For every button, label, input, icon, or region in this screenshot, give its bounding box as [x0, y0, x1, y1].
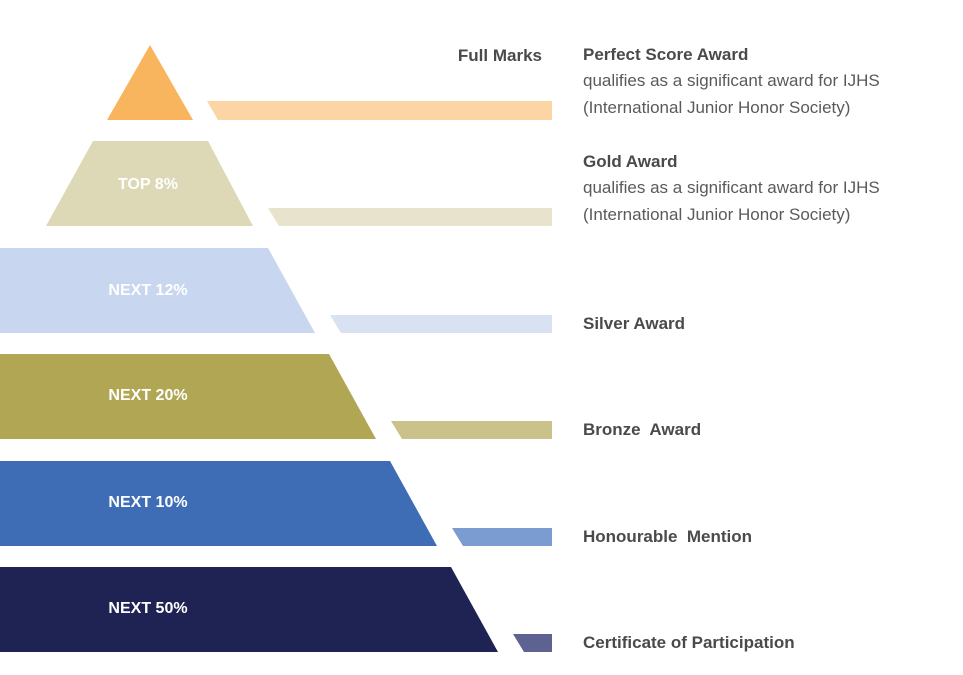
tier-next-20-bar	[391, 421, 552, 439]
award-description: (International Junior Honor Society)	[583, 98, 851, 117]
tier-perfect-score-shape	[107, 45, 193, 120]
tier-next-20-label: NEXT 20%	[108, 387, 187, 404]
tier-next-50-bar	[513, 634, 552, 652]
tier-next-12-bar	[330, 315, 552, 333]
award-gold: Gold Award qualifies as a significant aw…	[583, 150, 943, 228]
tier-next-10-label: NEXT 10%	[108, 494, 187, 511]
award-description: qualifies as a significant award for IJH…	[583, 71, 880, 90]
award-title: Bronze Award	[583, 420, 702, 439]
award-title: Perfect Score Award	[583, 45, 749, 64]
tier-perfect-score-bar	[207, 101, 552, 120]
award-honourable-mention: Honourable Mention	[583, 525, 943, 549]
award-title: Gold Award	[583, 152, 678, 171]
tier-next-50-label: NEXT 50%	[108, 600, 187, 617]
tier-next-12-shape	[0, 248, 315, 333]
tier-next-10-bar	[452, 528, 552, 546]
tier-next-50-shape	[0, 567, 498, 652]
award-title: Honourable Mention	[583, 527, 753, 546]
tier-next-20-shape	[0, 354, 376, 439]
full-marks-label: Full Marks	[457, 46, 542, 65]
award-description: qualifies as a significant award for IJH…	[583, 178, 880, 197]
tier-top-8-bar	[268, 208, 552, 226]
award-bronze: Bronze Award	[583, 418, 943, 442]
award-certificate-participation: Certificate of Participation	[583, 631, 943, 655]
tier-top-8-shape	[46, 141, 253, 226]
award-description: (International Junior Honor Society)	[583, 205, 851, 224]
award-silver: Silver Award	[583, 312, 943, 336]
award-title: Certificate of Participation	[583, 633, 795, 652]
tier-top-8-label: TOP 8%	[118, 176, 178, 193]
award-title: Silver Award	[583, 314, 686, 333]
tier-next-10-shape	[0, 461, 437, 546]
tier-next-12-label: NEXT 12%	[108, 282, 187, 299]
award-perfect-score: Perfect Score Award qualifies as a signi…	[583, 43, 943, 121]
